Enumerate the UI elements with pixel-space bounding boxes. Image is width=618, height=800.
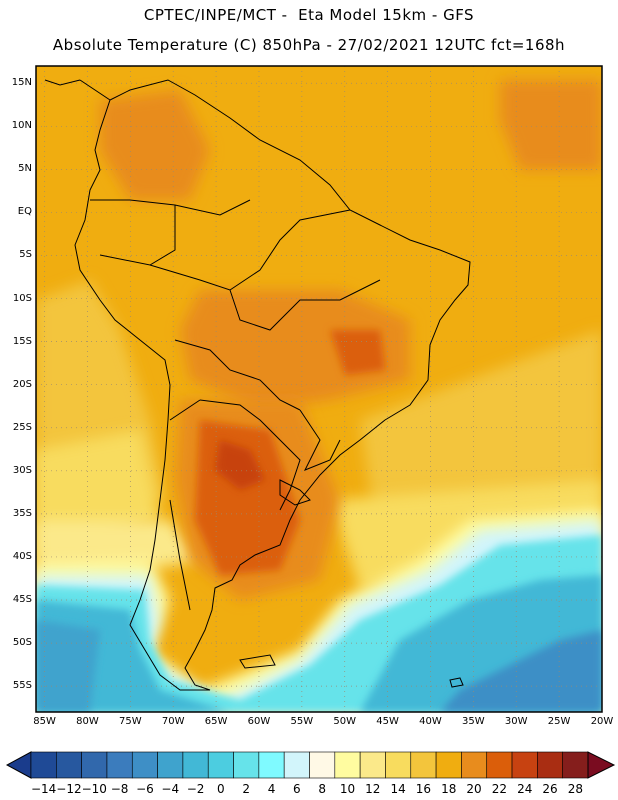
colorbar-swatch — [359, 751, 386, 779]
colorbar-label: 14 — [390, 782, 406, 796]
lon-label: 55W — [290, 716, 314, 727]
lat-label: 40S — [12, 550, 32, 562]
colorbar-swatch — [182, 751, 209, 779]
colorbar-swatch — [81, 751, 108, 779]
colorbar-swatch — [30, 751, 57, 779]
lat-label: 35S — [12, 507, 32, 519]
colorbar-swatch — [334, 751, 361, 779]
colorbar-label: 2 — [242, 782, 251, 796]
lon-label: 50W — [333, 716, 357, 727]
colorbar-label: 28 — [567, 782, 583, 796]
colorbar-label: −2 — [186, 782, 205, 796]
colorbar-label: 18 — [441, 782, 457, 796]
lon-label: 35W — [462, 716, 485, 727]
colorbar-label: −4 — [161, 782, 180, 796]
lon-label: 75W — [119, 716, 142, 727]
colorbar-label: 8 — [318, 782, 326, 796]
colorbar-label: 10 — [339, 782, 356, 796]
colorbar-label: 20 — [466, 782, 482, 796]
colorbar-swatch — [157, 751, 184, 779]
lat-label: 5S — [19, 249, 32, 261]
colorbar-label: 24 — [517, 782, 533, 796]
colorbar-swatch — [56, 751, 82, 779]
coastlines — [44, 79, 471, 691]
lon-label: 25W — [547, 716, 571, 727]
lon-label: 45W — [376, 716, 399, 727]
lat-label: 15S — [12, 335, 32, 347]
lat-label: 20S — [12, 378, 32, 390]
lat-label: 30S — [12, 464, 32, 476]
title-line-1: CPTEC/INPE/MCT - Eta Model 15km - GFS — [143, 6, 475, 24]
colorbar-swatch — [385, 751, 412, 779]
colorbar-swatch — [106, 751, 133, 779]
colorbar-label: −6 — [136, 782, 154, 796]
colorbar-under-arrow — [5, 751, 32, 779]
colorbar-swatch — [258, 751, 285, 779]
colorbar-swatch — [131, 751, 158, 779]
lon-label: 70W — [161, 716, 185, 727]
lon-label: 65W — [204, 716, 228, 727]
map-border — [35, 65, 603, 713]
lat-label: EQ — [17, 206, 32, 218]
lon-label: 30W — [504, 716, 528, 727]
colorbar-swatch — [207, 751, 234, 779]
colorbar-swatch — [461, 751, 488, 779]
lon-label: 60W — [247, 716, 271, 727]
lon-label: 80W — [76, 716, 99, 727]
colorbar-label: 6 — [293, 782, 301, 796]
colorbar-label: 12 — [365, 782, 381, 796]
colorbar-swatch — [410, 751, 437, 779]
colorbar-swatch — [233, 751, 260, 779]
colorbar-swatch — [511, 751, 538, 779]
colorbar-label: −12 — [56, 782, 82, 796]
lat-label: 50S — [12, 637, 32, 649]
colorbar-label: −10 — [81, 782, 107, 796]
colorbar-label: 0 — [217, 782, 225, 796]
colorbar-swatch — [537, 751, 563, 779]
lat-label: 15N — [11, 77, 32, 89]
colorbar-label: 26 — [542, 782, 558, 796]
colorbar-label: −14 — [30, 782, 57, 796]
temperature-field — [36, 66, 602, 712]
lon-label: 85W — [33, 716, 56, 727]
colorbar-label: −8 — [110, 782, 129, 796]
lon-label: 40W — [419, 716, 442, 727]
lat-label: 5N — [18, 163, 32, 175]
lat-label: 45S — [12, 594, 32, 606]
colorbar-swatch — [562, 751, 589, 779]
title-line-2: Absolute Temperature (C) 850hPa - 27/02/… — [52, 36, 566, 54]
colorbar — [5, 751, 616, 779]
colorbar-swatch — [435, 751, 462, 779]
colorbar-over-arrow — [587, 751, 616, 779]
colorbar-label: 16 — [415, 782, 432, 796]
lat-label: 25S — [12, 421, 32, 433]
lon-label: 20W — [590, 716, 614, 727]
colorbar-swatch — [486, 751, 513, 779]
lat-label: 10S — [12, 292, 32, 304]
lat-label: 10N — [11, 120, 32, 132]
lat-label: 55S — [12, 680, 32, 692]
colorbar-swatch — [309, 751, 336, 779]
colorbar-label: 4 — [267, 782, 276, 796]
colorbar-label: 22 — [491, 782, 508, 796]
colorbar-swatch — [283, 751, 310, 779]
